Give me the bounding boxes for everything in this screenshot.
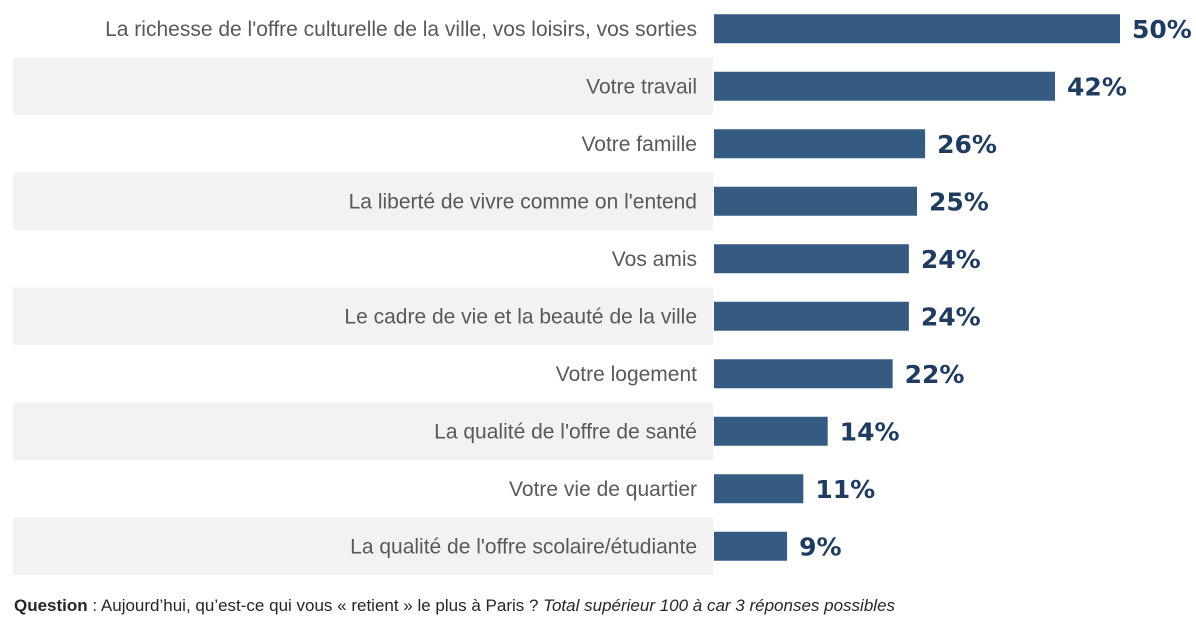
category-label: La qualité de l'offre de santé	[434, 420, 697, 443]
question-label: Question	[14, 596, 88, 615]
bar	[714, 186, 917, 216]
bar	[714, 359, 893, 389]
category-label: Vos amis	[612, 248, 697, 271]
bar	[714, 244, 909, 274]
category-label: Votre travail	[586, 75, 697, 98]
category-label: Votre vie de quartier	[509, 478, 697, 501]
footnote-note: Total supérieur 100 à car 3 réponses pos…	[543, 596, 896, 615]
category-label: Votre famille	[581, 133, 697, 156]
bar	[714, 531, 788, 561]
value-label: 42%	[1067, 72, 1127, 101]
value-label: 24%	[921, 245, 981, 274]
category-label: Votre logement	[556, 363, 697, 386]
row-band	[13, 57, 713, 115]
value-label: 22%	[905, 360, 965, 389]
bar	[714, 71, 1056, 101]
category-label: La qualité de l'offre scolaire/étudiante	[350, 535, 697, 558]
value-label: 50%	[1132, 15, 1192, 44]
value-label: 9%	[799, 532, 841, 561]
category-label: La liberté de vivre comme on l'entend	[349, 190, 697, 213]
chart-footnote: Question : Aujourd’hui, qu’est-ce qui vo…	[14, 596, 895, 616]
category-label: Le cadre de vie et la beauté de la ville	[344, 305, 697, 328]
row-band	[13, 402, 713, 460]
value-label: 24%	[921, 302, 981, 331]
category-label: La richesse de l'offre culturelle de la …	[105, 18, 697, 41]
bar	[714, 301, 909, 331]
bar	[714, 14, 1120, 44]
row-band	[13, 517, 713, 575]
value-label: 25%	[929, 187, 989, 216]
bar	[714, 474, 804, 504]
bar	[714, 416, 828, 446]
question-text: : Aujourd’hui, qu’est-ce qui vous « reti…	[87, 596, 544, 615]
row-band	[13, 172, 713, 230]
row-band	[13, 287, 713, 345]
value-label: 14%	[840, 417, 900, 446]
value-label: 26%	[937, 130, 997, 159]
bar-chart: La richesse de l'offre culturelle de la …	[13, 14, 1192, 575]
value-label: 11%	[815, 475, 875, 504]
bar	[714, 129, 926, 159]
